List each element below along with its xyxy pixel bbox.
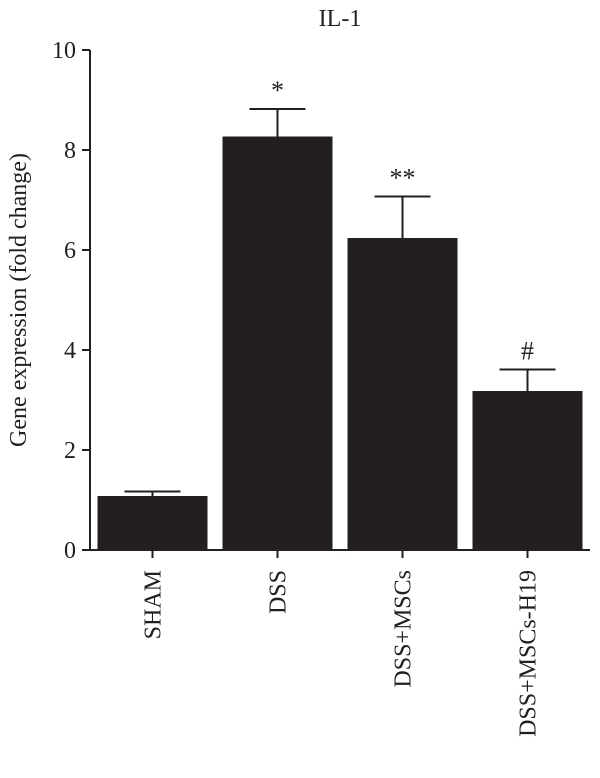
bar [347, 238, 458, 550]
y-tick-label: 4 [64, 338, 76, 364]
bar [472, 391, 583, 550]
significance-annotation: * [271, 76, 284, 105]
y-tick-label: 0 [64, 538, 76, 564]
y-tick-label: 10 [52, 38, 76, 64]
y-axis-label: Gene expression (fold change) [6, 153, 32, 447]
x-category-label: SHAM [141, 570, 167, 639]
chart-title: IL-1 [319, 6, 362, 32]
x-category-label: DSS+MSCs [391, 570, 417, 688]
significance-annotation: ** [390, 164, 416, 193]
bar [222, 136, 333, 550]
y-tick-label: 6 [64, 238, 76, 264]
x-category-label: DSS [266, 570, 292, 614]
bars-group: ***# [97, 76, 583, 550]
axes: 0 2 4 6 8 10 SHAM DSS DSS+MSCs DSS+MSCs-H19 [52, 38, 590, 737]
significance-annotation: # [521, 337, 534, 366]
bar [97, 496, 208, 550]
x-category-label: DSS+MSCs-H19 [516, 570, 542, 737]
y-tick-label: 2 [64, 438, 76, 464]
y-tick-label: 8 [64, 138, 76, 164]
